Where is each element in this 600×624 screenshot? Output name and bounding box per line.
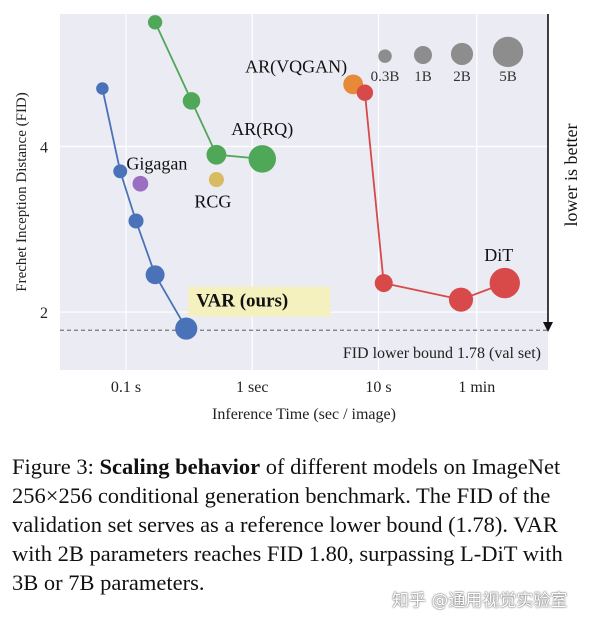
dit-label: DiT xyxy=(484,245,513,265)
caption-prefix: Figure 3: xyxy=(12,454,100,479)
figure-caption: Figure 3: Scaling behavior of different … xyxy=(12,452,592,597)
ar-rq-label: AR(RQ) xyxy=(231,119,293,140)
fid-bound-label: FID lower bound 1.78 (val set) xyxy=(343,345,541,362)
y-tick-label: 4 xyxy=(40,139,48,156)
size-legend-marker xyxy=(414,46,432,64)
dit-point xyxy=(489,267,520,299)
var-ours-point xyxy=(128,213,144,229)
series-labels: VAR (ours) AR(RQ) AR(VQGAN) DiT Gigagan RCG xyxy=(126,56,513,317)
var-ours-point xyxy=(113,164,128,179)
size-legend-label: 1B xyxy=(414,69,432,85)
data-points xyxy=(96,15,520,340)
var-ours-label: VAR (ours) xyxy=(196,291,288,312)
var-label-highlight xyxy=(188,286,331,317)
y-axis-ticks: 24 xyxy=(40,139,48,322)
lower-better-label: lower is better xyxy=(561,124,581,227)
caption-text: of different models on ImageNet 256×256 … xyxy=(12,454,563,595)
ar-rq-point xyxy=(147,15,163,30)
size-legend-label: 0.3B xyxy=(371,69,400,85)
ar-rq-point xyxy=(182,92,201,110)
size-legend-label: 5B xyxy=(499,69,517,85)
size-legend-marker xyxy=(492,36,524,68)
dit-point xyxy=(356,84,374,101)
x-axis-label: Inference Time (sec / image) xyxy=(212,406,396,423)
size-legend: 0.3B 1B 2B 5B xyxy=(371,36,524,85)
dit-line xyxy=(364,92,506,301)
ar-vqgan-label: AR(VQGAN) xyxy=(245,56,347,77)
arrow-head xyxy=(543,322,553,332)
x-tick-label: 1 min xyxy=(458,379,495,396)
size-legend-marker xyxy=(378,49,392,63)
rcg-label: RCG xyxy=(194,192,231,212)
y-tick-label: 2 xyxy=(40,305,48,322)
var-ours-point xyxy=(145,265,165,285)
scaling-chart: VAR (ours) AR(RQ) AR(VQGAN) DiT Gigagan RCG 0… xyxy=(14,14,581,423)
gigagan-point xyxy=(132,175,149,192)
x-tick-label: 1 sec xyxy=(236,379,268,396)
rcg-point xyxy=(208,172,224,188)
dit-point xyxy=(448,287,474,312)
x-axis-ticks: 0.1 s 1 sec 10 s 1 min xyxy=(111,379,495,396)
caption-bold: Scaling behavior xyxy=(99,454,261,479)
ar-rq-line xyxy=(154,21,263,160)
grid xyxy=(60,14,548,370)
var-ours-point xyxy=(96,82,109,95)
x-tick-label: 0.1 s xyxy=(111,379,141,396)
size-legend-label: 2B xyxy=(453,69,471,85)
size-legend-marker xyxy=(450,42,474,66)
y-axis-label: Frechet Inception Distance (FID) xyxy=(14,92,30,292)
ar-rq-point xyxy=(248,145,277,173)
x-tick-label: 10 s xyxy=(365,379,391,396)
ar-rq-point xyxy=(206,144,227,165)
watermark: 知乎 @通用视觉实验室 xyxy=(392,591,568,611)
var-ours-point xyxy=(175,317,198,340)
gigagan-label: Gigagan xyxy=(126,154,187,174)
dit-point xyxy=(374,274,393,293)
